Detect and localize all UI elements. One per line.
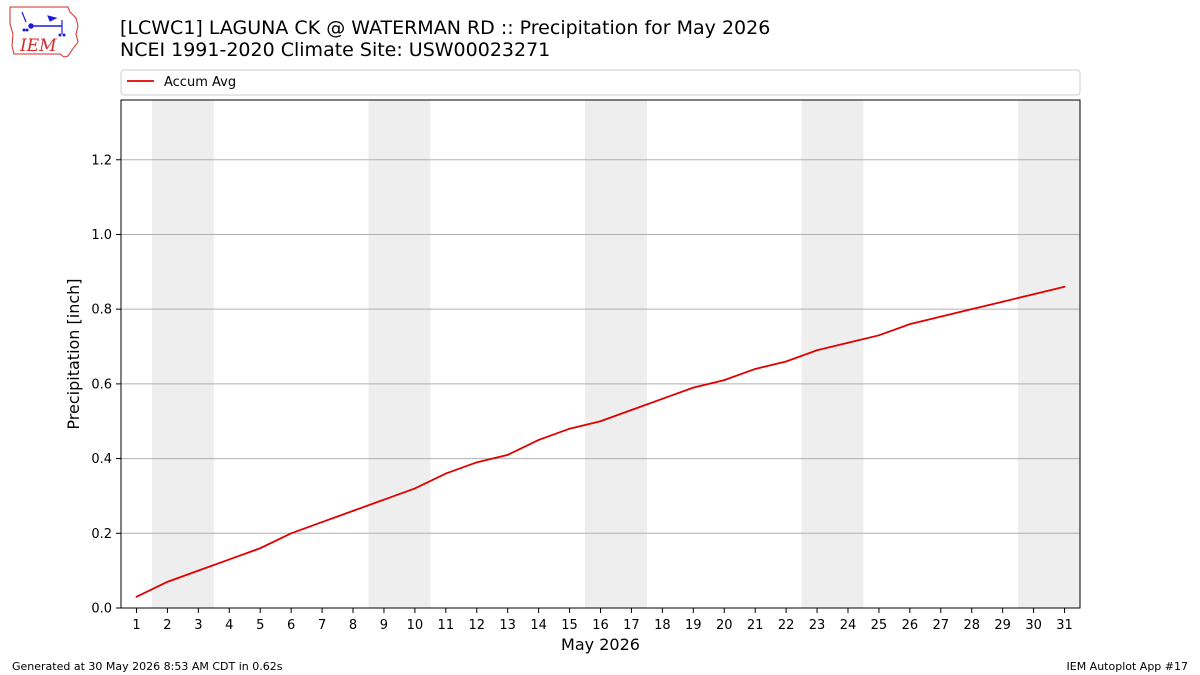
data-point xyxy=(197,569,200,572)
x-axis: 1 2 3 4 5 6 7 8 9 10 11 12 13 14 15 16 17 18 19 20 21 22 23 24 2… xyxy=(132,608,1073,633)
x-tick-label: 14 xyxy=(530,618,547,633)
x-tick-label: 12 xyxy=(468,618,485,633)
iem-logo: IEM xyxy=(9,6,79,58)
x-tick-label: 4 xyxy=(225,618,233,633)
y-tick-label: 0.4 xyxy=(91,452,112,467)
data-point xyxy=(537,439,540,441)
x-tick-label: 28 xyxy=(963,618,980,633)
x-tick-label: 17 xyxy=(623,618,640,633)
data-point xyxy=(321,521,323,523)
data-point xyxy=(413,487,416,490)
x-tick-label: 22 xyxy=(778,618,795,633)
x-tick-label: 1 xyxy=(132,618,140,633)
data-point xyxy=(970,308,973,311)
x-tick-label: 31 xyxy=(1056,618,1073,633)
y-axis: 0.0 0.2 0.4 0.6 0.8 1.0 1.2 xyxy=(91,153,121,617)
x-tick-label: 13 xyxy=(499,618,516,633)
x-tick-label: 10 xyxy=(407,618,424,633)
data-point xyxy=(228,558,231,561)
chart-title-line1: [LCWC1] LAGUNA CK @ WATERMAN RD :: Preci… xyxy=(120,17,771,39)
data-point xyxy=(847,341,849,344)
x-tick-label: 20 xyxy=(716,618,733,633)
data-point xyxy=(661,397,664,400)
x-tick-label: 6 xyxy=(287,618,295,633)
data-point xyxy=(754,368,757,370)
y-tick-label: 1.2 xyxy=(91,153,112,168)
x-tick-label: 16 xyxy=(592,618,609,633)
logo-text: IEM xyxy=(19,36,57,56)
data-point xyxy=(599,420,602,423)
x-tick-label: 27 xyxy=(933,618,950,633)
data-point xyxy=(506,453,509,456)
x-tick-label: 7 xyxy=(318,618,326,633)
x-tick-label: 25 xyxy=(871,618,888,633)
x-axis-label: May 2026 xyxy=(561,635,640,654)
x-tick-label: 29 xyxy=(994,618,1011,633)
y-tick-label: 0.8 xyxy=(91,303,112,318)
weekend-band-4 xyxy=(801,100,864,608)
x-tick-label: 30 xyxy=(1025,618,1042,633)
chart-title-line2: NCEI 1991-2020 Climate Site: USW00023271 xyxy=(120,39,551,61)
x-tick-label: 23 xyxy=(809,618,826,633)
iowa-state-outline-icon xyxy=(9,6,79,58)
data-point xyxy=(135,595,138,598)
x-tick-label: 24 xyxy=(840,618,857,633)
x-tick-label: 3 xyxy=(194,618,202,633)
x-tick-label: 9 xyxy=(380,618,388,633)
data-point xyxy=(723,379,726,382)
weather-symbols-icon xyxy=(21,11,66,37)
app-name: IEM Autoplot App #17 xyxy=(1066,660,1189,673)
data-point xyxy=(475,461,478,464)
data-point xyxy=(444,472,447,475)
x-tick-label: 2 xyxy=(163,618,171,633)
data-point xyxy=(290,532,293,535)
data-point xyxy=(259,547,262,550)
y-tick-label: 0.2 xyxy=(91,527,112,542)
weekend-band-3 xyxy=(585,100,647,608)
data-point xyxy=(878,334,880,337)
data-point xyxy=(1063,285,1066,288)
data-point xyxy=(383,498,385,501)
data-point xyxy=(568,427,571,430)
grid-lines xyxy=(121,159,1080,534)
data-point xyxy=(1001,300,1004,303)
weekend-band-2 xyxy=(368,100,431,608)
y-tick-label: 1.0 xyxy=(91,228,112,243)
data-point xyxy=(166,580,169,583)
x-tick-label: 5 xyxy=(256,618,264,633)
x-tick-label: 11 xyxy=(438,618,455,633)
x-tick-label: 21 xyxy=(747,618,764,633)
series-lines xyxy=(135,285,1066,598)
data-point xyxy=(1032,293,1035,296)
data-point xyxy=(785,360,788,363)
generated-timestamp: Generated at 30 May 2026 8:53 AM CDT in … xyxy=(12,660,283,673)
x-tick-label: 26 xyxy=(902,618,919,633)
y-tick-label: 0.6 xyxy=(91,377,112,392)
data-point xyxy=(908,323,911,326)
data-point xyxy=(352,509,354,512)
data-point xyxy=(692,386,695,389)
weekend-band-1 xyxy=(151,100,214,608)
y-tick-label: 0.0 xyxy=(91,602,112,617)
legend-entry-label: Accum Avg xyxy=(164,75,236,90)
x-tick-label: 18 xyxy=(654,618,671,633)
weekend-band-5 xyxy=(1018,100,1080,608)
data-point xyxy=(630,409,633,411)
legend: Accum Avg xyxy=(120,69,1081,96)
y-axis-label: Precipitation [inch] xyxy=(64,278,83,429)
chart-title: [LCWC1] LAGUNA CK @ WATERMAN RD :: Preci… xyxy=(120,17,770,61)
x-tick-label: 19 xyxy=(685,618,702,633)
legend-box xyxy=(120,69,1081,96)
data-point xyxy=(939,315,942,318)
weekend-bands xyxy=(151,100,1080,608)
x-tick-label: 15 xyxy=(561,618,578,633)
data-point xyxy=(816,349,818,352)
x-tick-label: 8 xyxy=(349,618,357,633)
